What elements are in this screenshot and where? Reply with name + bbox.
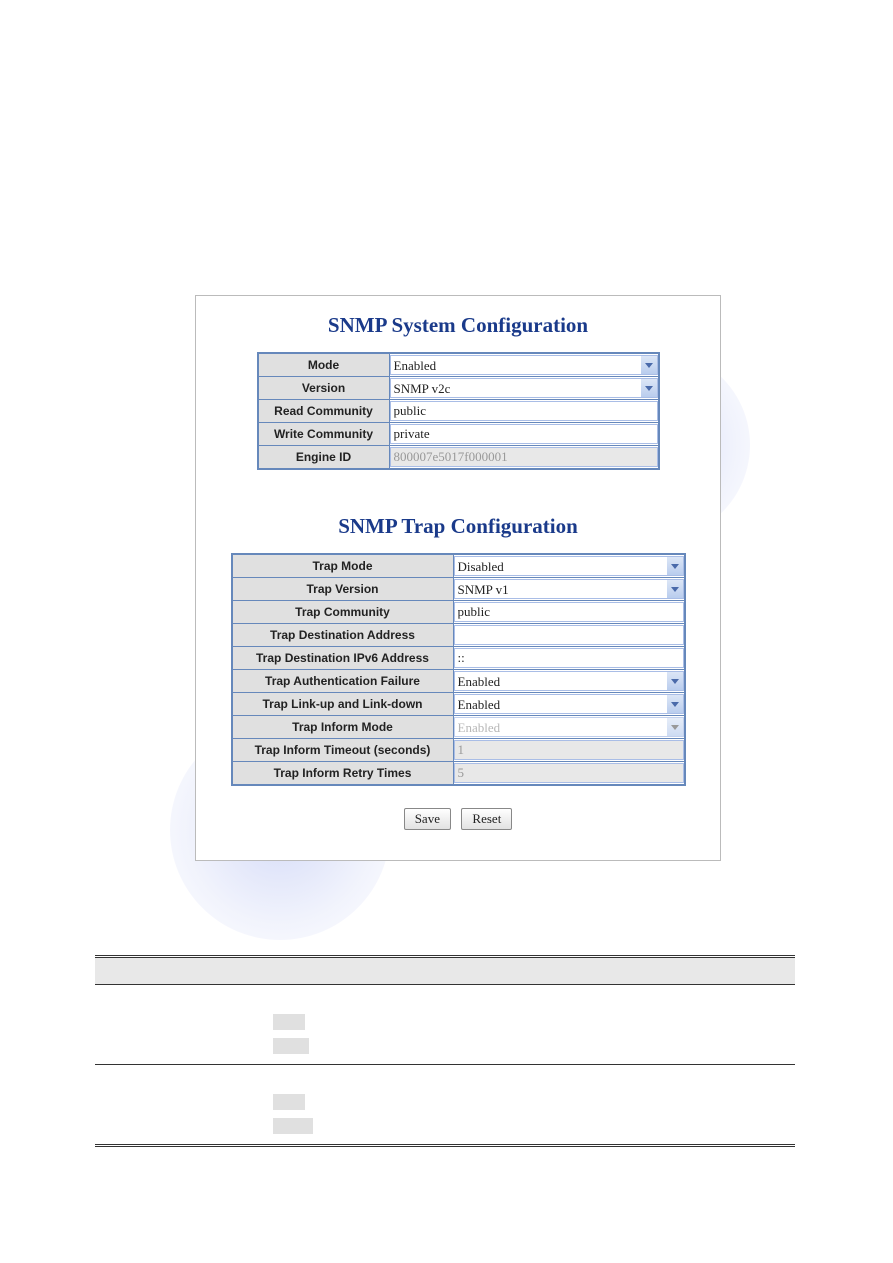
read-community-label: Read Community [258, 400, 390, 423]
trap-community-label: Trap Community [232, 601, 454, 624]
desc-tag: ----- [273, 1094, 305, 1110]
trap-inform-mode-label: Trap Inform Mode [232, 716, 454, 739]
trap-mode-label: Trap Mode [232, 554, 454, 578]
trap-auth-fail-select[interactable]: Enabled [454, 671, 684, 691]
table-row: Engine ID [258, 446, 659, 470]
trap-inform-mode-select: Enabled [454, 717, 684, 737]
desc-tag: ----- [273, 1014, 305, 1030]
table-row: Trap Inform Retry Times [232, 762, 685, 786]
trap-config-title: SNMP Trap Configuration [208, 514, 708, 539]
trap-linkupdown-select-wrap: Enabled [454, 694, 684, 714]
trap-version-label: Trap Version [232, 578, 454, 601]
trap-dest-ipv6-label: Trap Destination IPv6 Address [232, 647, 454, 670]
snmp-config-panel: SNMP System Configuration Mode Enabled V… [195, 295, 721, 861]
table-row: Trap Destination IPv6 Address [232, 647, 685, 670]
trap-inform-timeout-label: Trap Inform Timeout (seconds) [232, 739, 454, 762]
desc-tag: ------- [273, 1118, 313, 1134]
table-row: Trap Community [232, 601, 685, 624]
trap-linkupdown-select[interactable]: Enabled [454, 694, 684, 714]
trap-auth-fail-select-wrap: Enabled [454, 671, 684, 691]
trap-dest-ipv6-input[interactable] [454, 648, 684, 668]
mode-select[interactable]: Enabled [390, 355, 658, 375]
table-row: Trap Link-up and Link-down Enabled [232, 693, 685, 716]
mode-select-wrap: Enabled [390, 355, 658, 375]
trap-auth-fail-label: Trap Authentication Failure [232, 670, 454, 693]
button-row: Save Reset [208, 808, 708, 830]
reset-button[interactable]: Reset [461, 808, 512, 830]
trap-dest-addr-label: Trap Destination Address [232, 624, 454, 647]
trap-mode-select[interactable]: Disabled [454, 556, 684, 576]
description-table: ----- ------ ----- ------- [95, 955, 795, 1147]
trap-version-select[interactable]: SNMP v1 [454, 579, 684, 599]
description-section: ----- ------ ----- ------- [95, 955, 795, 1147]
table-row: Trap Destination Address [232, 624, 685, 647]
table-row: Trap Version SNMP v1 [232, 578, 685, 601]
table-row: Trap Inform Mode Enabled [232, 716, 685, 739]
version-select-wrap: SNMP v2c [390, 378, 658, 398]
trap-inform-retry-input [454, 763, 684, 783]
write-community-input[interactable] [390, 424, 658, 444]
version-select[interactable]: SNMP v2c [390, 378, 658, 398]
trap-inform-mode-select-wrap: Enabled [454, 717, 684, 737]
engine-id-input [390, 447, 658, 467]
write-community-label: Write Community [258, 423, 390, 446]
table-row: Read Community [258, 400, 659, 423]
table-row: Trap Authentication Failure Enabled [232, 670, 685, 693]
table-row: Mode Enabled [258, 353, 659, 377]
table-row: Version SNMP v2c [258, 377, 659, 400]
trap-community-input[interactable] [454, 602, 684, 622]
version-label: Version [258, 377, 390, 400]
trap-linkupdown-label: Trap Link-up and Link-down [232, 693, 454, 716]
desc-tag: ------ [273, 1038, 309, 1054]
save-button[interactable]: Save [404, 808, 451, 830]
engine-id-label: Engine ID [258, 446, 390, 470]
trap-mode-select-wrap: Disabled [454, 556, 684, 576]
trap-config-table: Trap Mode Disabled Trap Version SNMP v1 [231, 553, 686, 786]
system-config-table: Mode Enabled Version SNMP v2c Read C [257, 352, 660, 470]
read-community-input[interactable] [390, 401, 658, 421]
table-row: ----- ------ [95, 985, 795, 1065]
table-row: Trap Mode Disabled [232, 554, 685, 578]
trap-version-select-wrap: SNMP v1 [454, 579, 684, 599]
table-row: Trap Inform Timeout (seconds) [232, 739, 685, 762]
table-row: ----- ------- [95, 1065, 795, 1146]
trap-dest-addr-input[interactable] [454, 625, 684, 645]
system-config-title: SNMP System Configuration [208, 313, 708, 338]
mode-label: Mode [258, 353, 390, 377]
trap-inform-retry-label: Trap Inform Retry Times [232, 762, 454, 786]
trap-inform-timeout-input [454, 740, 684, 760]
table-row: Write Community [258, 423, 659, 446]
